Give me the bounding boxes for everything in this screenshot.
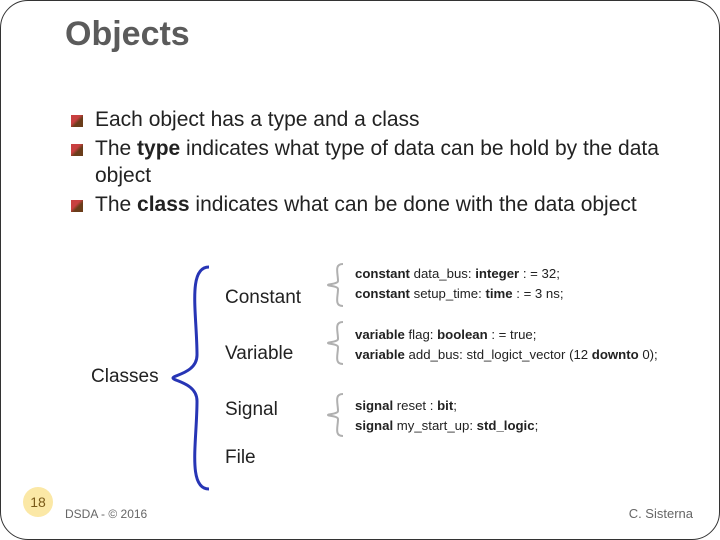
page-number-badge: 18 <box>23 487 53 517</box>
code-line: constant data_bus: integer : = 32; <box>355 264 564 284</box>
code-keyword: boolean <box>437 327 488 342</box>
bullet-marker-icon <box>71 144 83 156</box>
bullet-item: The class indicates what can be done wit… <box>71 192 689 219</box>
brace-small-icon <box>325 321 347 365</box>
classes-label: Classes <box>91 366 159 388</box>
code-text: setup_time: <box>410 286 486 301</box>
code-keyword: constant <box>355 286 410 301</box>
code-line: signal my_start_up: std_logic; <box>355 416 538 436</box>
class-row-signal: Signal <box>225 381 301 437</box>
code-signal-examples: signal reset : bit; signal my_start_up: … <box>355 396 538 436</box>
code-keyword: constant <box>355 266 410 281</box>
code-keyword: variable <box>355 347 405 362</box>
code-text: my_start_up: <box>393 418 477 433</box>
code-line: variable flag: boolean : = true; <box>355 325 658 345</box>
text-fragment: indicates what can be done with the data… <box>190 193 637 216</box>
code-keyword: variable <box>355 327 405 342</box>
slide-title: Objects <box>65 15 190 54</box>
bullet-item: The type indicates what type of data can… <box>71 136 689 190</box>
code-text: data_bus: <box>410 266 475 281</box>
code-keyword: downto <box>592 347 639 362</box>
bullet-text: Each object has a type and a class <box>95 107 420 134</box>
code-text: 0); <box>639 347 658 362</box>
text-bold: type <box>137 137 180 160</box>
text-fragment: The <box>95 137 137 160</box>
code-text: ; <box>453 398 457 413</box>
footer-left: DSDA - © 2016 <box>65 507 147 521</box>
code-text: : = true; <box>488 327 537 342</box>
code-line: signal reset : bit; <box>355 396 538 416</box>
text-fragment: indicates what type of data can be hold … <box>95 137 659 187</box>
text-fragment: The <box>95 193 137 216</box>
text-bold: class <box>137 193 190 216</box>
brace-large-icon <box>169 265 217 491</box>
code-keyword: std_logic <box>477 418 535 433</box>
footer-right: C. Sisterna <box>629 506 693 521</box>
code-variable-examples: variable flag: boolean : = true; variabl… <box>355 325 658 365</box>
code-line: constant setup_time: time : = 3 ns; <box>355 284 564 304</box>
bullet-text: The class indicates what can be done wit… <box>95 192 637 219</box>
code-keyword: signal <box>355 398 393 413</box>
code-text: : = 3 ns; <box>513 286 564 301</box>
code-text: add_bus: std_logict_vector (12 <box>405 347 592 362</box>
code-keyword: signal <box>355 418 393 433</box>
class-names-column: Constant Variable Signal File <box>225 269 301 477</box>
code-text: : = 32; <box>519 266 560 281</box>
code-keyword: integer <box>475 266 519 281</box>
code-text: reset : <box>393 398 437 413</box>
bullet-marker-icon <box>71 115 83 127</box>
code-keyword: bit <box>437 398 453 413</box>
code-keyword: time <box>485 286 512 301</box>
bullet-marker-icon <box>71 200 83 212</box>
code-line: variable add_bus: std_logict_vector (12 … <box>355 345 658 365</box>
brace-small-icon <box>325 393 347 437</box>
code-text: ; <box>535 418 539 433</box>
bullet-list: Each object has a type and a class The t… <box>71 107 689 221</box>
class-row-variable: Variable <box>225 325 301 381</box>
brace-small-icon <box>325 263 347 307</box>
bullet-item: Each object has a type and a class <box>71 107 689 134</box>
bullet-text: The type indicates what type of data can… <box>95 136 689 190</box>
code-text: flag: <box>405 327 437 342</box>
code-constant-examples: constant data_bus: integer : = 32; const… <box>355 264 564 304</box>
class-row-file: File <box>225 437 301 477</box>
slide-frame: Objects Each object has a type and a cla… <box>0 0 720 540</box>
class-row-constant: Constant <box>225 269 301 325</box>
